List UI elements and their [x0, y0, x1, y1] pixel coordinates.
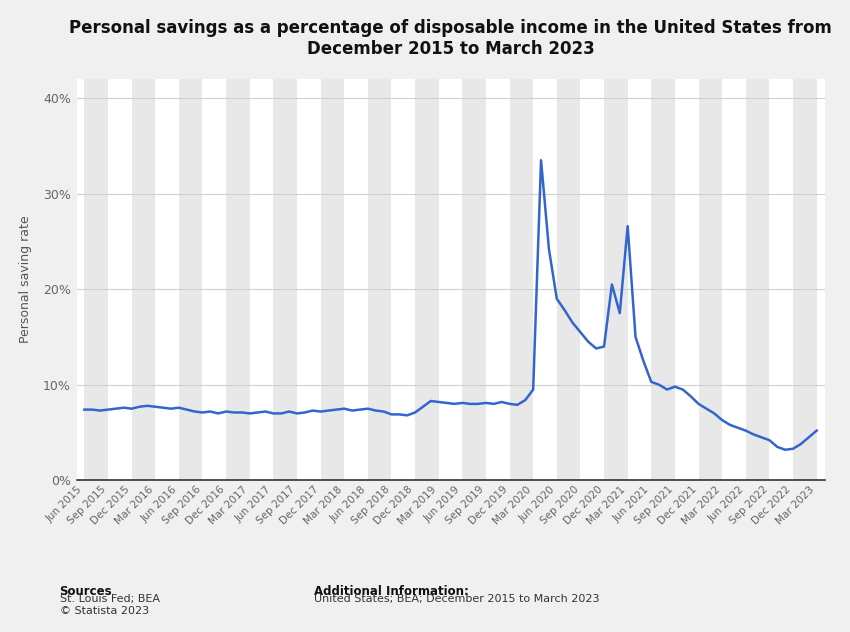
- Text: Sources: Sources: [60, 585, 112, 598]
- Bar: [651, 79, 675, 480]
- Bar: [745, 79, 769, 480]
- Text: Additional Information:: Additional Information:: [314, 585, 469, 598]
- Bar: [793, 79, 817, 480]
- Text: United States; BEA; December 2015 to March 2023: United States; BEA; December 2015 to Mar…: [314, 594, 600, 604]
- Bar: [604, 79, 627, 480]
- Bar: [699, 79, 722, 480]
- Bar: [415, 79, 439, 480]
- Title: Personal savings as a percentage of disposable income in the United States from
: Personal savings as a percentage of disp…: [69, 20, 832, 58]
- Bar: [84, 79, 108, 480]
- Bar: [132, 79, 156, 480]
- Bar: [226, 79, 250, 480]
- Bar: [509, 79, 533, 480]
- Bar: [462, 79, 486, 480]
- Text: St. Louis Fed; BEA
© Statista 2023: St. Louis Fed; BEA © Statista 2023: [60, 594, 160, 616]
- Bar: [320, 79, 344, 480]
- Bar: [368, 79, 392, 480]
- Bar: [557, 79, 581, 480]
- Bar: [274, 79, 297, 480]
- Bar: [178, 79, 202, 480]
- Y-axis label: Personal saving rate: Personal saving rate: [19, 216, 32, 343]
